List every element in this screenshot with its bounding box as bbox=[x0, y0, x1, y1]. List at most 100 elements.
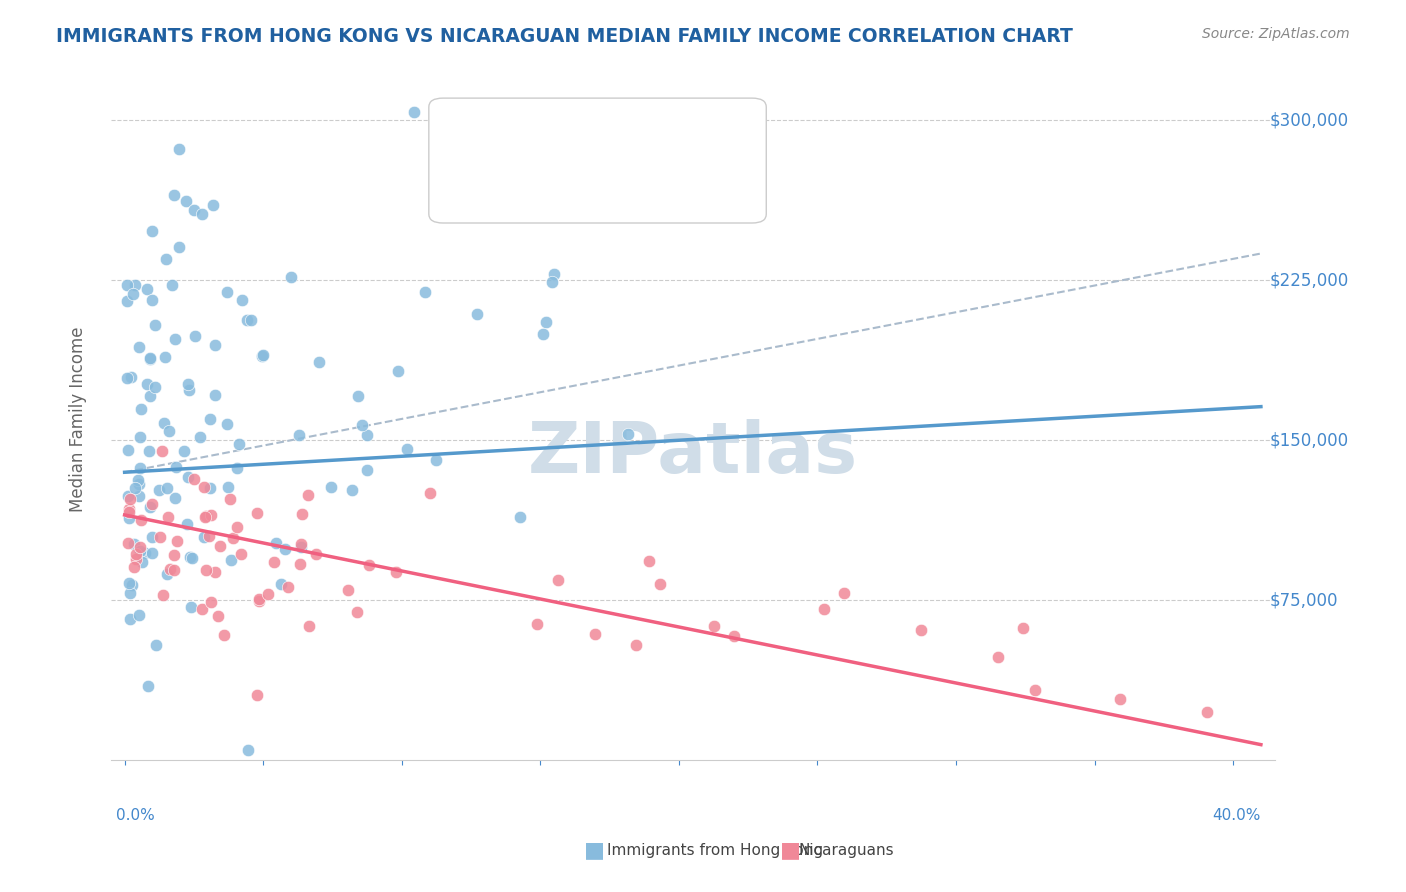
Point bbox=[583, 627, 606, 641]
Point bbox=[319, 480, 342, 494]
Point bbox=[1197, 705, 1219, 719]
Point bbox=[536, 315, 558, 329]
Point bbox=[384, 566, 406, 580]
Point bbox=[204, 388, 226, 402]
Text: Source: ZipAtlas.com: Source: ZipAtlas.com bbox=[1202, 27, 1350, 41]
Text: ■: ■ bbox=[460, 156, 481, 176]
Point bbox=[141, 224, 163, 238]
Text: R =: R = bbox=[482, 127, 510, 142]
Point bbox=[1024, 682, 1046, 697]
Point bbox=[165, 332, 187, 346]
Point bbox=[387, 364, 409, 378]
Text: $150,000: $150,000 bbox=[1270, 431, 1348, 450]
Point bbox=[179, 550, 201, 565]
Point bbox=[198, 411, 221, 425]
Point bbox=[222, 531, 245, 545]
Point bbox=[624, 638, 647, 652]
Point bbox=[139, 389, 162, 403]
Point bbox=[131, 556, 153, 570]
Point bbox=[404, 104, 426, 119]
Point bbox=[419, 485, 441, 500]
Point bbox=[291, 507, 314, 521]
Point bbox=[290, 537, 312, 551]
Point bbox=[228, 437, 250, 451]
Point bbox=[121, 578, 143, 592]
Text: -0.504: -0.504 bbox=[520, 153, 575, 169]
Point bbox=[159, 562, 181, 576]
Point bbox=[179, 384, 201, 398]
Point bbox=[184, 328, 207, 343]
Point bbox=[141, 293, 163, 307]
Point bbox=[813, 601, 835, 615]
Point bbox=[229, 547, 252, 561]
Text: ZIPatlas: ZIPatlas bbox=[527, 418, 858, 488]
Point bbox=[135, 376, 157, 391]
Point bbox=[124, 560, 146, 574]
Text: ■: ■ bbox=[460, 129, 481, 149]
Point bbox=[217, 480, 239, 494]
Point bbox=[118, 612, 141, 626]
Point bbox=[128, 541, 150, 555]
Point bbox=[356, 463, 378, 477]
Point bbox=[129, 544, 152, 558]
Point bbox=[637, 554, 659, 568]
Point bbox=[117, 442, 139, 457]
Point bbox=[156, 481, 179, 495]
Point bbox=[183, 472, 205, 486]
Point bbox=[163, 548, 186, 562]
Point bbox=[173, 443, 195, 458]
Point bbox=[122, 537, 145, 551]
Point bbox=[139, 500, 162, 514]
Point bbox=[120, 491, 142, 506]
Point bbox=[197, 529, 219, 543]
Point bbox=[238, 742, 260, 756]
Point bbox=[167, 142, 190, 156]
Point bbox=[531, 326, 554, 341]
Point bbox=[543, 267, 565, 281]
Point bbox=[240, 313, 263, 327]
Point bbox=[225, 460, 247, 475]
Point bbox=[157, 424, 180, 438]
Point bbox=[834, 585, 856, 599]
Point bbox=[202, 198, 225, 212]
Text: Median Family Income: Median Family Income bbox=[69, 326, 87, 512]
Point bbox=[277, 580, 299, 594]
Point bbox=[337, 582, 360, 597]
Point bbox=[124, 278, 146, 293]
Point bbox=[145, 318, 167, 333]
Point bbox=[252, 349, 274, 363]
Point bbox=[200, 508, 222, 522]
Point bbox=[207, 608, 229, 623]
Point bbox=[246, 506, 269, 520]
Point bbox=[297, 488, 319, 502]
Point bbox=[143, 380, 166, 394]
Point bbox=[703, 619, 725, 633]
Point bbox=[141, 530, 163, 544]
Point bbox=[122, 287, 145, 301]
Point bbox=[247, 591, 270, 606]
Point bbox=[541, 276, 564, 290]
Text: N = 69: N = 69 bbox=[576, 153, 630, 169]
Point bbox=[246, 688, 269, 702]
Text: 40.0%: 40.0% bbox=[1212, 808, 1261, 823]
Point bbox=[134, 545, 156, 559]
Text: ■: ■ bbox=[583, 840, 605, 860]
Point bbox=[156, 566, 179, 581]
Point bbox=[346, 605, 368, 619]
Point bbox=[152, 416, 174, 430]
Text: Immigrants from Hong Kong: Immigrants from Hong Kong bbox=[607, 843, 824, 857]
Point bbox=[356, 427, 378, 442]
Point bbox=[467, 307, 489, 321]
Point bbox=[191, 207, 214, 221]
Point bbox=[1108, 691, 1130, 706]
Point bbox=[148, 483, 170, 498]
Point bbox=[120, 370, 142, 384]
Point bbox=[163, 564, 186, 578]
Point bbox=[231, 293, 253, 308]
Point bbox=[509, 510, 531, 524]
Point bbox=[547, 573, 569, 587]
Point bbox=[194, 508, 217, 523]
Point bbox=[117, 293, 139, 308]
Point bbox=[350, 417, 373, 432]
Point bbox=[163, 187, 186, 202]
